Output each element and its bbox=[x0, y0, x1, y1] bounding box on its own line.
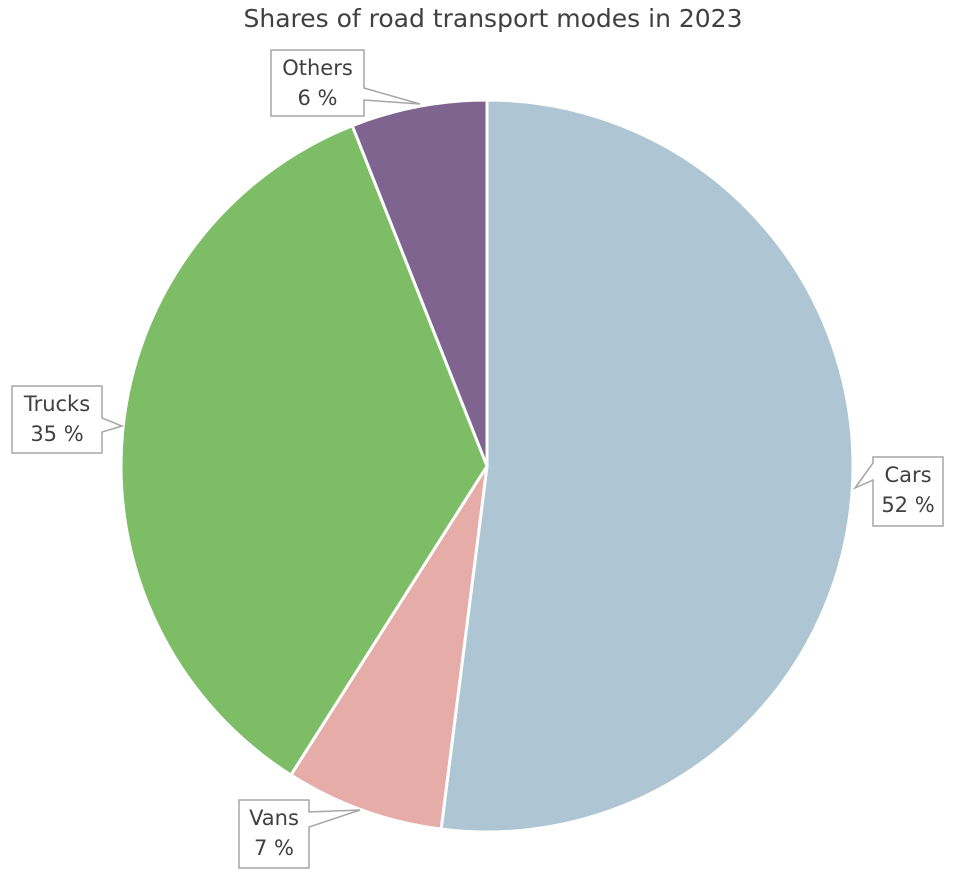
data-label-value: 6 % bbox=[298, 86, 338, 110]
pie-slice-cars bbox=[439, 98, 855, 834]
callout-box bbox=[270, 49, 421, 117]
callout-others: Others 6 % bbox=[270, 49, 421, 117]
callout-cars: Cars 52 % bbox=[852, 456, 944, 527]
callout-box bbox=[11, 385, 125, 454]
data-label-label: Vans bbox=[249, 806, 299, 830]
pie-slice-vans bbox=[288, 465, 489, 831]
data-label-label: Trucks bbox=[23, 392, 90, 416]
data-label-label: Cars bbox=[884, 463, 931, 487]
callout-box bbox=[238, 799, 361, 869]
data-label-value: 7 % bbox=[254, 836, 294, 860]
chart-title: Shares of road transport modes in 2023 bbox=[243, 4, 743, 33]
data-label-value: 35 % bbox=[30, 422, 83, 446]
pie-slice-trucks bbox=[119, 123, 489, 778]
callout-box bbox=[852, 456, 944, 527]
callout-vans: Vans 7 % bbox=[238, 799, 361, 869]
data-label-value: 52 % bbox=[881, 493, 934, 517]
callout-trucks: Trucks 35 % bbox=[11, 385, 125, 454]
pie-slice-others bbox=[350, 98, 489, 467]
data-label-label: Others bbox=[282, 56, 353, 80]
